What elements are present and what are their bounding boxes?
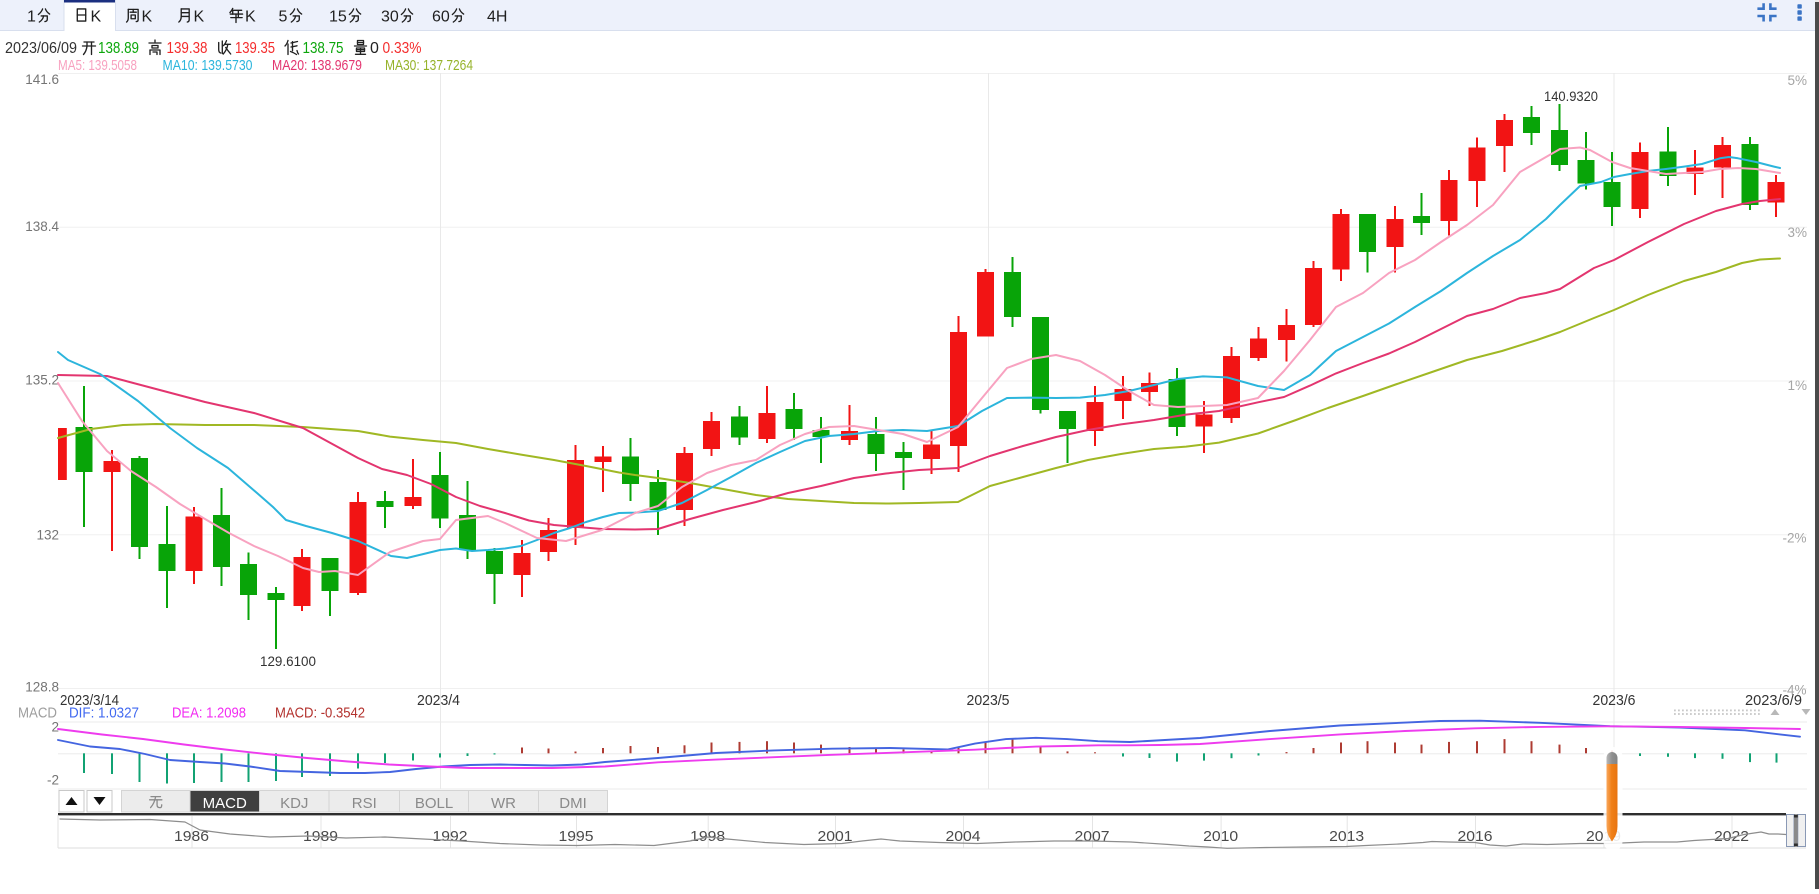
svg-text:129.6100: 129.6100 (260, 654, 316, 669)
svg-text:DIF: 1.0327: DIF: 1.0327 (69, 705, 139, 722)
svg-text:MACD: -0.3542: MACD: -0.3542 (275, 705, 365, 722)
svg-text:132: 132 (36, 528, 59, 543)
svg-text:140.9320: 140.9320 (1544, 89, 1598, 104)
svg-text:0.33%: 0.33% (383, 40, 422, 57)
svg-text:15: 15 (329, 9, 347, 26)
svg-text:138.75: 138.75 (303, 40, 344, 57)
svg-text:RSI: RSI (352, 795, 377, 812)
svg-text:MACD: MACD (18, 705, 57, 722)
svg-text:3%: 3% (1788, 225, 1808, 240)
svg-text:KDJ: KDJ (280, 795, 308, 812)
svg-text:1986: 1986 (174, 828, 209, 845)
svg-text:139.38: 139.38 (167, 40, 208, 57)
svg-text:2023/6: 2023/6 (1593, 692, 1636, 709)
svg-text:2001: 2001 (818, 828, 853, 845)
svg-text:2023/5: 2023/5 (967, 692, 1010, 709)
svg-text:0: 0 (370, 40, 379, 57)
svg-text:60: 60 (432, 9, 450, 26)
svg-text:DEA: 1.2098: DEA: 1.2098 (172, 705, 246, 722)
svg-text:DMI: DMI (559, 795, 587, 812)
svg-text:1992: 1992 (433, 828, 468, 845)
svg-text:141.6: 141.6 (25, 72, 59, 87)
svg-text:K: K (194, 9, 205, 26)
svg-text:2010: 2010 (1203, 828, 1238, 845)
svg-text:1%: 1% (1788, 378, 1808, 393)
svg-text:K: K (142, 9, 153, 26)
svg-text:139.35: 139.35 (235, 40, 275, 57)
svg-text:MA5: 139.5058: MA5: 139.5058 (58, 57, 137, 74)
svg-text:MACD: MACD (203, 795, 247, 812)
svg-text:2007: 2007 (1075, 828, 1110, 845)
svg-text:138.89: 138.89 (98, 40, 139, 57)
svg-text:2023/3/14: 2023/3/14 (60, 692, 119, 709)
svg-text:30: 30 (381, 9, 399, 26)
svg-text:MA20: 138.9679: MA20: 138.9679 (272, 57, 362, 74)
svg-text:2023/06/09: 2023/06/09 (5, 40, 77, 57)
svg-text:K: K (245, 9, 256, 26)
svg-text:-4%: -4% (1783, 683, 1807, 698)
svg-text:2016: 2016 (1458, 828, 1493, 845)
svg-text:2022: 2022 (1714, 828, 1749, 845)
svg-text:MA30: 137.7264: MA30: 137.7264 (385, 57, 473, 74)
svg-text:2: 2 (51, 720, 59, 735)
svg-text:2023/4: 2023/4 (417, 692, 460, 709)
svg-text:1995: 1995 (559, 828, 594, 845)
svg-text:4H: 4H (487, 9, 507, 26)
svg-text:-2: -2 (47, 773, 59, 788)
svg-text:BOLL: BOLL (415, 795, 453, 812)
svg-text:MA10: 139.5730: MA10: 139.5730 (163, 57, 253, 74)
svg-text:-2%: -2% (1783, 531, 1807, 546)
svg-text:128.8: 128.8 (25, 680, 59, 695)
svg-text:K: K (91, 9, 102, 26)
svg-text:1: 1 (27, 9, 36, 26)
svg-text:2023/6/9: 2023/6/9 (1745, 692, 1802, 709)
svg-text:5: 5 (279, 9, 288, 26)
svg-text:5%: 5% (1788, 73, 1808, 88)
svg-text:135.2: 135.2 (25, 373, 59, 388)
svg-text:138.4: 138.4 (25, 219, 59, 234)
svg-text:2004: 2004 (946, 828, 981, 845)
svg-text:WR: WR (491, 795, 516, 812)
svg-text:2013: 2013 (1329, 828, 1364, 845)
